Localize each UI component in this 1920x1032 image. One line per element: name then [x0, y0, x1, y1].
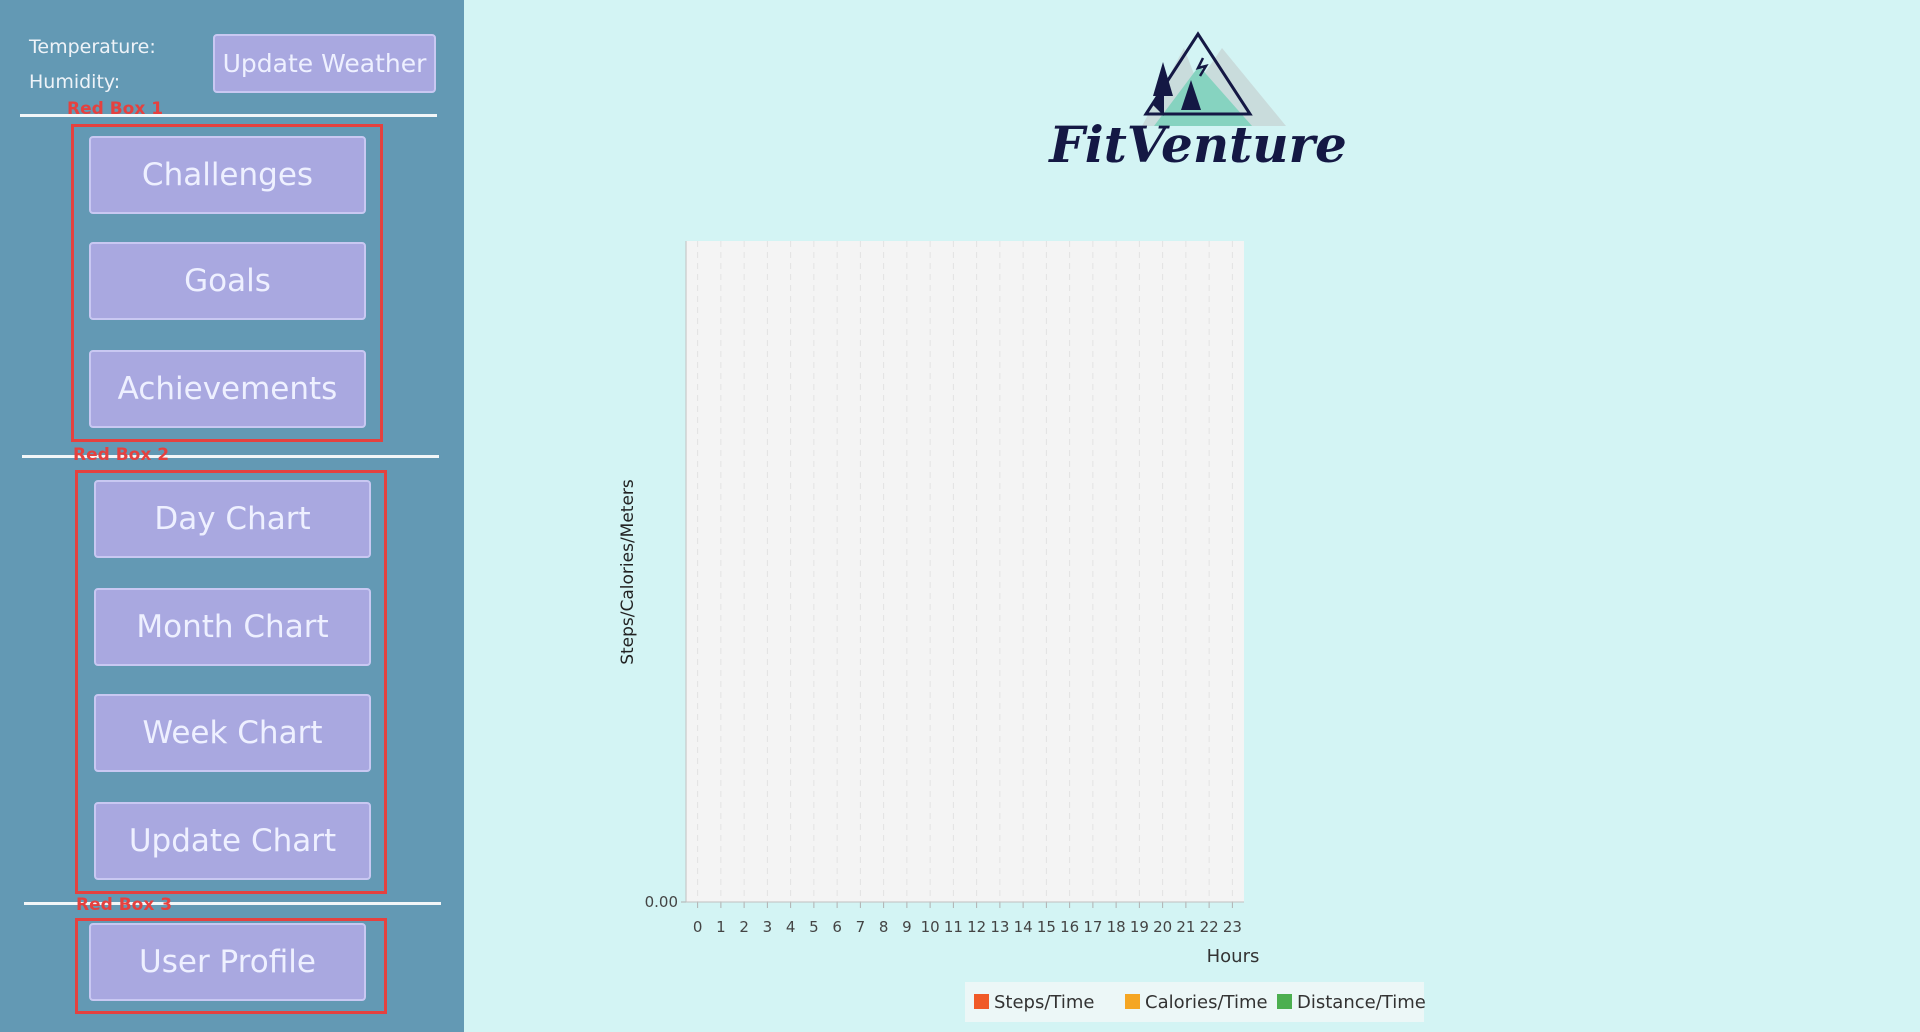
- x-tick-label: 2: [739, 918, 749, 936]
- red-box: [71, 124, 383, 442]
- nav-button[interactable]: Update Chart: [94, 802, 371, 880]
- red-box-label: Red Box 3: [76, 895, 173, 915]
- x-tick-label: 3: [763, 918, 773, 936]
- legend-entry: Calories/Time: [1145, 992, 1268, 1013]
- x-tick-label: 23: [1223, 918, 1242, 936]
- sidebar: Temperature: Humidity: Update Weather Re…: [0, 0, 464, 1032]
- chart-area: FitVenture 0 1 2 3 4 5 6 7 8 9 10 11 12 13 14 15 16 17 18 1…: [618, 31, 1426, 1022]
- nav-button[interactable]: Week Chart: [94, 694, 371, 772]
- nav-button[interactable]: Day Chart: [94, 480, 371, 558]
- nav-button[interactable]: Month Chart: [94, 588, 371, 666]
- x-tick-label: 9: [902, 918, 912, 936]
- logo: FitVenture: [1047, 31, 1347, 174]
- red-box-label: Red Box 1: [67, 99, 164, 119]
- separator: [22, 455, 439, 458]
- x-tick-label: 15: [1037, 918, 1056, 936]
- y-tick-label: 0.00: [645, 893, 678, 911]
- nav-button[interactable]: Goals: [89, 242, 366, 320]
- x-tick-label: 10: [921, 918, 940, 936]
- logo-text: FitVenture: [1047, 115, 1347, 174]
- x-tick-label: 6: [832, 918, 842, 936]
- legend-swatch: [1277, 994, 1292, 1009]
- red-box: [75, 918, 387, 1014]
- x-tick-label: 13: [990, 918, 1009, 936]
- x-axis-label: Hours: [1207, 946, 1260, 967]
- x-tick-label: 5: [809, 918, 819, 936]
- plot-area: [686, 241, 1244, 902]
- nav-button[interactable]: Achievements: [89, 350, 366, 428]
- nav-button[interactable]: Challenges: [89, 136, 366, 214]
- x-tick-label: 1: [716, 918, 726, 936]
- x-tick-label: 14: [1014, 918, 1033, 936]
- temperature-label: Temperature:: [29, 36, 156, 58]
- x-tick-label: 0: [693, 918, 703, 936]
- x-tick-label: 4: [786, 918, 796, 936]
- x-tick-label: 7: [856, 918, 866, 936]
- legend-entry: Steps/Time: [994, 992, 1094, 1013]
- x-tick-label: 8: [879, 918, 889, 936]
- x-tick-label: 20: [1153, 918, 1172, 936]
- legend-entry: Distance/Time: [1297, 992, 1426, 1013]
- red-box-label: Red Box 2: [73, 445, 170, 465]
- x-tick-label: 22: [1200, 918, 1219, 936]
- x-tick-label: 19: [1130, 918, 1149, 936]
- separator: [24, 902, 441, 905]
- legend-swatch: [1125, 994, 1140, 1009]
- legend-box: [965, 982, 1424, 1022]
- update-weather-button[interactable]: Update Weather: [213, 34, 436, 93]
- x-tick-label: 18: [1107, 918, 1126, 936]
- x-tick-label: 16: [1060, 918, 1079, 936]
- y-axis-label: Steps/Calories/Meters: [618, 479, 638, 665]
- nav-button[interactable]: User Profile: [89, 923, 366, 1001]
- red-box: [75, 470, 387, 894]
- separator: [20, 114, 437, 117]
- x-tick-label: 11: [944, 918, 963, 936]
- humidity-label: Humidity:: [29, 71, 121, 93]
- x-tick-label: 21: [1176, 918, 1195, 936]
- legend-swatch: [974, 994, 989, 1009]
- x-tick-label: 12: [967, 918, 986, 936]
- x-tick-label: 17: [1083, 918, 1102, 936]
